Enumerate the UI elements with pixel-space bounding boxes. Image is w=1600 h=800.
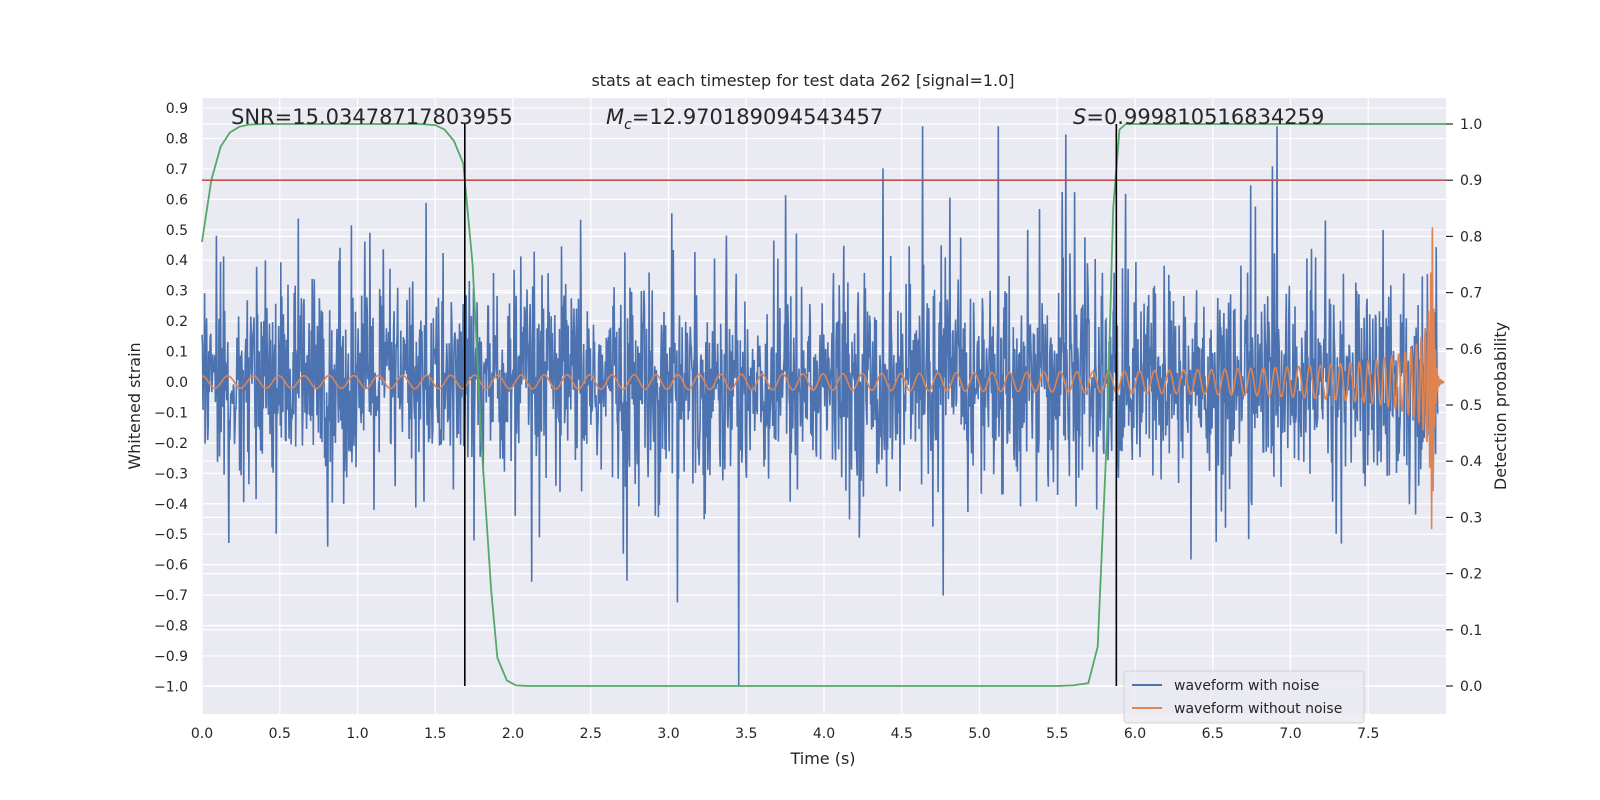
x-tick-label: 0.0 <box>191 726 213 742</box>
legend: waveform with noise waveform without noi… <box>1123 670 1365 724</box>
legend-label-clean: waveform without noise <box>1174 701 1342 717</box>
y-right-tick-label: 0.6 <box>1460 342 1482 358</box>
x-tick-label: 0.5 <box>269 726 291 742</box>
y-right-tick-label: 0.5 <box>1460 398 1482 414</box>
y-tick-label: −0.5 <box>154 527 188 543</box>
x-axis-label: Time (s) <box>789 749 855 768</box>
score-annotation: S=0.999810516834259 <box>1073 105 1324 129</box>
y-tick-label: −0.7 <box>154 588 188 604</box>
y-tick-label: −0.2 <box>154 436 188 452</box>
x-tick-label: 1.0 <box>346 726 368 742</box>
x-tick-label: 3.0 <box>657 726 679 742</box>
y-right-tick-label: 0.3 <box>1460 510 1482 526</box>
chart-title: stats at each timestep for test data 262… <box>591 71 1014 90</box>
y-tick-label: −0.6 <box>154 558 188 574</box>
y-right-axis-label: Detection probability <box>1491 322 1510 490</box>
y-tick-label: 0.4 <box>166 253 188 269</box>
y-tick-label: 0.0 <box>166 375 188 391</box>
y-tick-label: 0.9 <box>166 101 188 117</box>
marker-lines <box>463 124 1118 686</box>
clean-waveform-line <box>201 227 1445 530</box>
snr-annotation: SNR=15.03478717803955 <box>231 105 513 129</box>
x-tick-label: 1.5 <box>424 726 446 742</box>
y-right-tick-label: 0.2 <box>1460 567 1482 583</box>
clean-waveform <box>201 227 1445 530</box>
x-tick-label: 7.0 <box>1279 726 1301 742</box>
x-tick-label: 7.5 <box>1357 726 1379 742</box>
y-tick-label: −0.3 <box>154 466 188 482</box>
y-right-tick-label: 0.0 <box>1460 679 1482 695</box>
y-right-tick-label: 0.8 <box>1460 229 1482 245</box>
x-tick-label: 6.0 <box>1124 726 1146 742</box>
noisy-waveform <box>201 126 1439 687</box>
y-right-tick-label: 0.7 <box>1460 286 1482 302</box>
y-tick-label: −1.0 <box>154 679 188 695</box>
x-tick-label: 2.0 <box>502 726 524 742</box>
y-tick-label: 0.8 <box>166 131 188 147</box>
legend-box <box>1123 670 1365 724</box>
x-tick-label: 4.5 <box>891 726 913 742</box>
y-right-tick-label: 0.9 <box>1460 173 1482 189</box>
x-tick-label: 4.0 <box>813 726 835 742</box>
y-right-tick-label: 1.0 <box>1460 117 1482 133</box>
noisy-waveform-line <box>201 126 1439 687</box>
y-tick-label: −0.1 <box>154 405 188 421</box>
y-axis-label: Whitened strain <box>125 342 144 469</box>
y-tick-label: 0.7 <box>166 162 188 178</box>
y-right-tick-label: 0.1 <box>1460 623 1482 639</box>
y-right-tick-label: 0.4 <box>1460 454 1482 470</box>
y-tick-label: −0.9 <box>154 649 188 665</box>
y-tick-label: 0.3 <box>166 284 188 300</box>
y-tick-label: 0.5 <box>166 223 188 239</box>
y-tick-label: −0.8 <box>154 619 188 635</box>
x-tick-label: 5.0 <box>968 726 990 742</box>
y-tick-label: 0.6 <box>166 192 188 208</box>
x-axis-ticks: 0.0 0.5 1.0 1.5 2.0 2.5 3.0 3.5 4.0 4.5 5.0 5.5 6.0 6… <box>191 726 1380 742</box>
y-tick-label: −0.4 <box>154 497 188 513</box>
x-tick-label: 3.5 <box>735 726 757 742</box>
x-tick-label: 6.5 <box>1202 726 1224 742</box>
chirp-mass-annotation: Mc=12.970189094543457 <box>606 105 883 133</box>
legend-label-noisy: waveform with noise <box>1174 678 1319 694</box>
y-tick-label: 0.2 <box>166 314 188 330</box>
x-tick-label: 5.5 <box>1046 726 1068 742</box>
y-right-axis-ticks: 1.0 0.9 0.8 0.7 0.6 0.5 0.4 0.3 0.2 0.1 0.0 <box>1446 117 1482 695</box>
y-axis-ticks: 0.9 0.8 0.7 0.6 0.5 0.4 0.3 0.2 0.1 0.0 −0.1 −0.2 −0… <box>154 101 188 695</box>
y-tick-label: 0.1 <box>166 345 188 361</box>
x-tick-label: 2.5 <box>580 726 602 742</box>
